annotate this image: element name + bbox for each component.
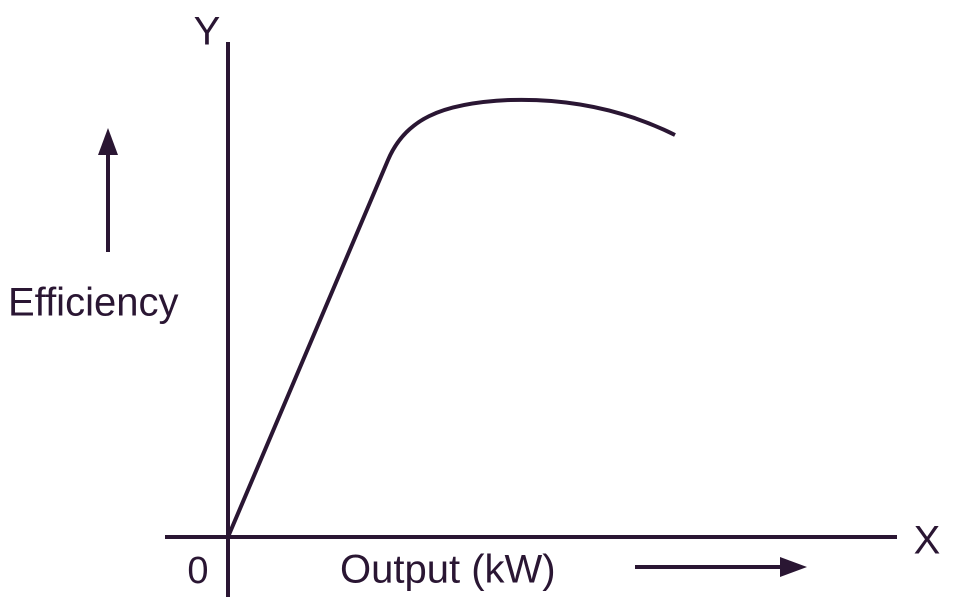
axes: [165, 42, 897, 597]
x-direction-arrow: [635, 557, 807, 577]
origin-label: 0: [187, 550, 208, 592]
y-axis-label: Y: [194, 10, 221, 54]
y-title: Efficiency: [8, 281, 178, 325]
arrow-head: [780, 557, 807, 577]
x-title: Output (kW): [340, 548, 556, 592]
arrow-head: [98, 128, 118, 155]
efficiency-curve: [226, 97, 676, 538]
x-axis-label: X: [914, 519, 941, 563]
y-direction-arrow: [98, 128, 118, 252]
